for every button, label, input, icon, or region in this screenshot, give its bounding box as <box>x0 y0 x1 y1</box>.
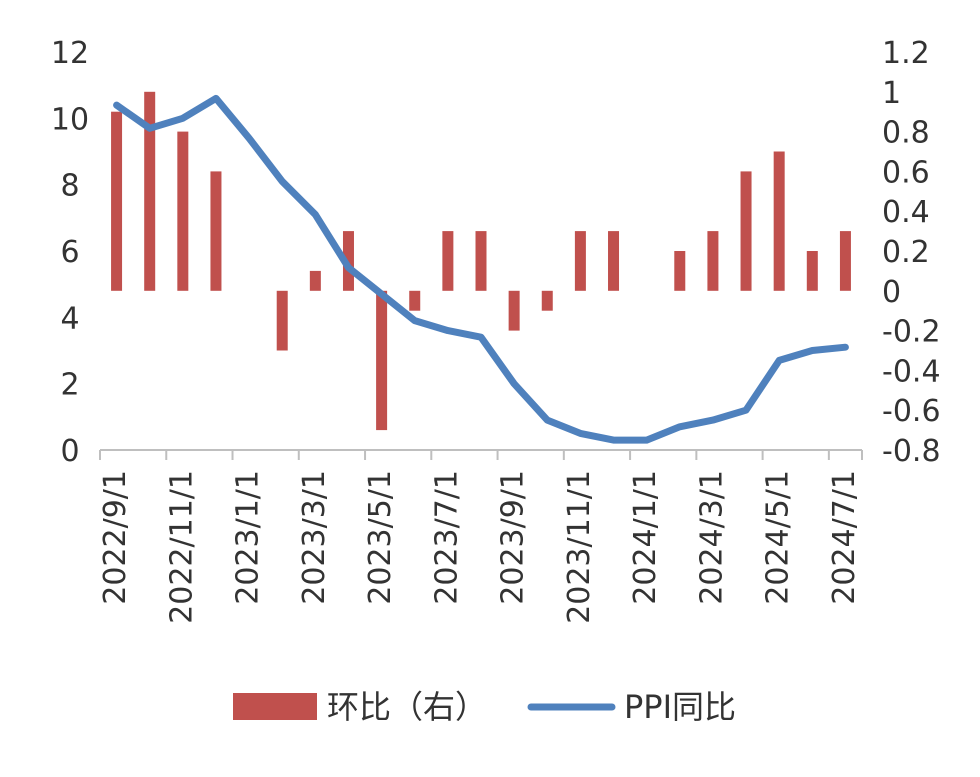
legend-swatch-bar <box>233 693 317 720</box>
x-axis-ticks <box>100 450 862 460</box>
y-right-tick-label: 0 <box>882 275 901 310</box>
bar-mom-2023/8 <box>476 231 487 291</box>
y-left-tick-label: 6 <box>60 235 79 270</box>
x-tick-label: 2024/7/1 <box>827 470 862 605</box>
bar-mom-2023/7 <box>442 231 453 291</box>
bar-mom-2023/3 <box>310 271 321 291</box>
y-right-tick-label: 0.6 <box>882 155 930 190</box>
bar-mom-2024/3 <box>707 231 718 291</box>
x-tick-label: 2023/7/1 <box>429 470 464 605</box>
x-tick-label: 2023/5/1 <box>363 470 398 605</box>
bar-mom-2023/9 <box>509 291 520 331</box>
bar-mom-2024/2 <box>674 251 685 291</box>
x-tick-label: 2023/1/1 <box>231 470 266 605</box>
y-right-tick-label: 0.2 <box>882 235 930 270</box>
bar-mom-2022/11 <box>177 132 188 291</box>
bar-mom-2024/5 <box>774 152 785 291</box>
bar-mom-2023/10 <box>542 291 553 311</box>
x-tick-label: 2022/9/1 <box>98 470 133 605</box>
legend: 环比（右） PPI同比 <box>233 688 736 726</box>
bar-mom-2024/7 <box>840 231 851 291</box>
x-tick-label: 2024/5/1 <box>761 470 796 605</box>
bar-mom-2023/2 <box>277 291 288 351</box>
y-left-tick-label: 10 <box>51 102 89 137</box>
y-right-tick-label: 1 <box>882 76 901 111</box>
legend-label-bar: 环比（右） <box>327 688 487 726</box>
y-right-tick-label: 0.8 <box>882 116 930 151</box>
x-axis-labels: 2022/9/1 2022/11/1 2023/1/1 2023/3/1 2023/5/… <box>98 470 862 624</box>
bar-series <box>111 92 851 430</box>
y-left-tick-label: 2 <box>60 368 79 403</box>
legend-label-line: PPI同比 <box>624 688 736 726</box>
x-tick-label: 2023/3/1 <box>297 470 332 605</box>
x-tick-label: 2022/11/1 <box>164 470 199 624</box>
bar-mom-2024/6 <box>807 251 818 291</box>
bar-mom-2024/4 <box>741 171 752 290</box>
bar-mom-2023/11 <box>575 231 586 291</box>
y-axis-right: -0.8 -0.6 -0.4 -0.2 0 0.2 0.4 0.6 0.8 1 1.2 <box>882 36 941 469</box>
bar-mom-2022/12 <box>210 171 221 290</box>
bar-mom-2023/6 <box>409 291 420 311</box>
bar-mom-2022/9 <box>111 112 122 291</box>
y-right-tick-label: -0.6 <box>882 394 941 429</box>
x-tick-label: 2023/11/1 <box>562 470 597 624</box>
y-right-tick-label: -0.4 <box>882 354 941 389</box>
y-axis-left: 0 2 4 6 8 10 12 <box>51 36 89 469</box>
y-right-tick-label: -0.2 <box>882 315 941 350</box>
x-tick-label: 2024/3/1 <box>694 470 729 605</box>
x-tick-label: 2024/1/1 <box>628 470 663 605</box>
y-left-tick-label: 12 <box>51 36 89 71</box>
y-left-tick-label: 0 <box>60 434 79 469</box>
bar-mom-2023/5 <box>376 291 387 430</box>
y-right-tick-label: 1.2 <box>882 36 930 71</box>
bar-mom-2023/12 <box>608 231 619 291</box>
x-tick-label: 2023/9/1 <box>496 470 531 605</box>
y-left-tick-label: 8 <box>60 169 79 204</box>
y-left-tick-label: 4 <box>60 301 79 336</box>
y-right-tick-label: -0.8 <box>882 434 941 469</box>
y-right-tick-label: 0.4 <box>882 195 930 230</box>
